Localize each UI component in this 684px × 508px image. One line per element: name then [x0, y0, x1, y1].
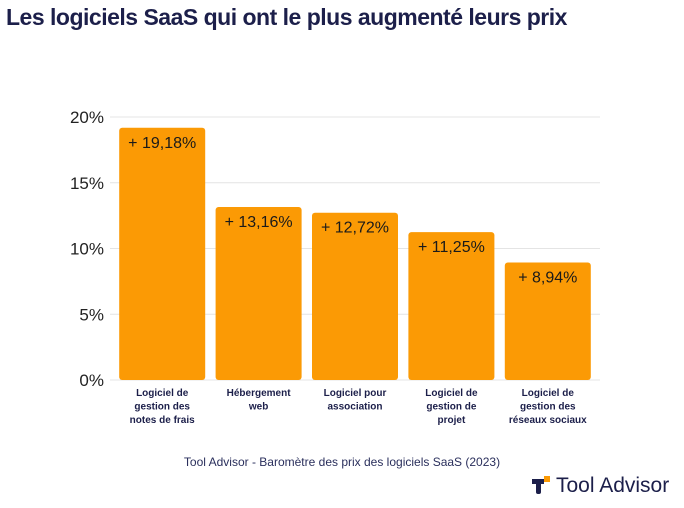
x-tick-label: Logiciel de: [522, 388, 575, 399]
x-tick-label: notes de frais: [130, 415, 195, 426]
x-tick-label: Logiciel de: [425, 388, 478, 399]
brand-name: Tool Advisor: [556, 474, 670, 497]
bar: [119, 127, 206, 381]
x-tick-label: projet: [438, 415, 466, 426]
brand-logo: Tool Advisor: [532, 474, 669, 498]
data-label: + 11,25%: [418, 239, 485, 256]
bar: [215, 206, 302, 380]
x-tick-label: web: [248, 402, 268, 413]
y-tick-label: 0%: [79, 371, 104, 390]
x-tick-label: Logiciel pour: [324, 388, 387, 399]
chart-title: Les logiciels SaaS qui ont le plus augme…: [6, 4, 567, 30]
x-tick-label: gestion de: [426, 402, 476, 413]
bar: [408, 232, 495, 380]
x-tick-label: Hébergement: [227, 388, 292, 399]
bar: [312, 212, 398, 380]
data-label: + 8,94%: [518, 269, 577, 286]
y-tick-label: 20%: [70, 108, 104, 127]
y-tick-label: 10%: [70, 240, 104, 259]
x-tick-label: gestion des: [134, 402, 190, 413]
y-tick-label: 15%: [70, 174, 104, 193]
tool-advisor-logo-icon: [532, 476, 550, 494]
data-label: + 12,72%: [321, 220, 389, 237]
x-tick-label: association: [327, 402, 382, 413]
x-tick-label: Logiciel de: [136, 388, 189, 399]
data-label: + 19,18%: [128, 135, 196, 152]
y-tick-label: 5%: [79, 305, 104, 324]
bar: [504, 262, 591, 380]
x-tick-label: réseaux sociaux: [509, 415, 587, 426]
x-tick-label: gestion des: [520, 402, 576, 413]
data-label: + 13,16%: [225, 214, 293, 231]
source-note: Tool Advisor - Baromètre des prix des lo…: [183, 455, 501, 469]
